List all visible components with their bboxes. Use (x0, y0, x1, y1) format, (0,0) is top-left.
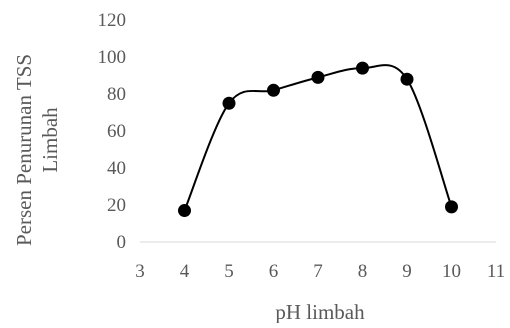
x-tick-label: 8 (358, 261, 368, 282)
y-tick-label: 0 (117, 232, 127, 253)
data-point-marker (311, 70, 325, 84)
x-tick-label: 10 (442, 261, 461, 282)
y-tick-label: 40 (107, 158, 126, 179)
x-tick-label: 3 (135, 261, 145, 282)
data-point-marker (356, 61, 369, 75)
x-tick-label: 11 (487, 261, 505, 282)
data-point-marker (445, 200, 458, 214)
x-tick-label: 6 (269, 261, 279, 282)
y-tick-label: 100 (98, 47, 127, 68)
y-tick-label: 80 (107, 84, 126, 105)
series-group (178, 61, 458, 218)
data-point-marker (178, 204, 191, 218)
x-tick-label: 5 (224, 261, 234, 282)
tick-labels: 3 4 5 6 7 8 9 10 11 0 20 40 60 80 100 120 (98, 10, 506, 282)
y-tick-label: 120 (98, 10, 127, 31)
x-tick-label: 9 (402, 261, 412, 282)
y-tick-label: 20 (107, 195, 126, 216)
y-axis-title-line-2: Limbah (38, 107, 62, 173)
x-tick-label: 7 (313, 261, 323, 282)
series-line (183, 64, 453, 211)
x-axis-title: pH limbah (275, 300, 365, 323)
x-tick-label: 4 (180, 261, 190, 282)
data-point-marker (267, 83, 280, 97)
y-axis-title-line-1: Persen Penurunan TSS (12, 54, 36, 246)
data-point-marker (222, 96, 236, 110)
axis-titles: pH limbah Persen Penurunan TSS Limbah (12, 54, 365, 324)
data-point-marker (400, 72, 414, 86)
y-tick-label: 60 (107, 121, 126, 142)
